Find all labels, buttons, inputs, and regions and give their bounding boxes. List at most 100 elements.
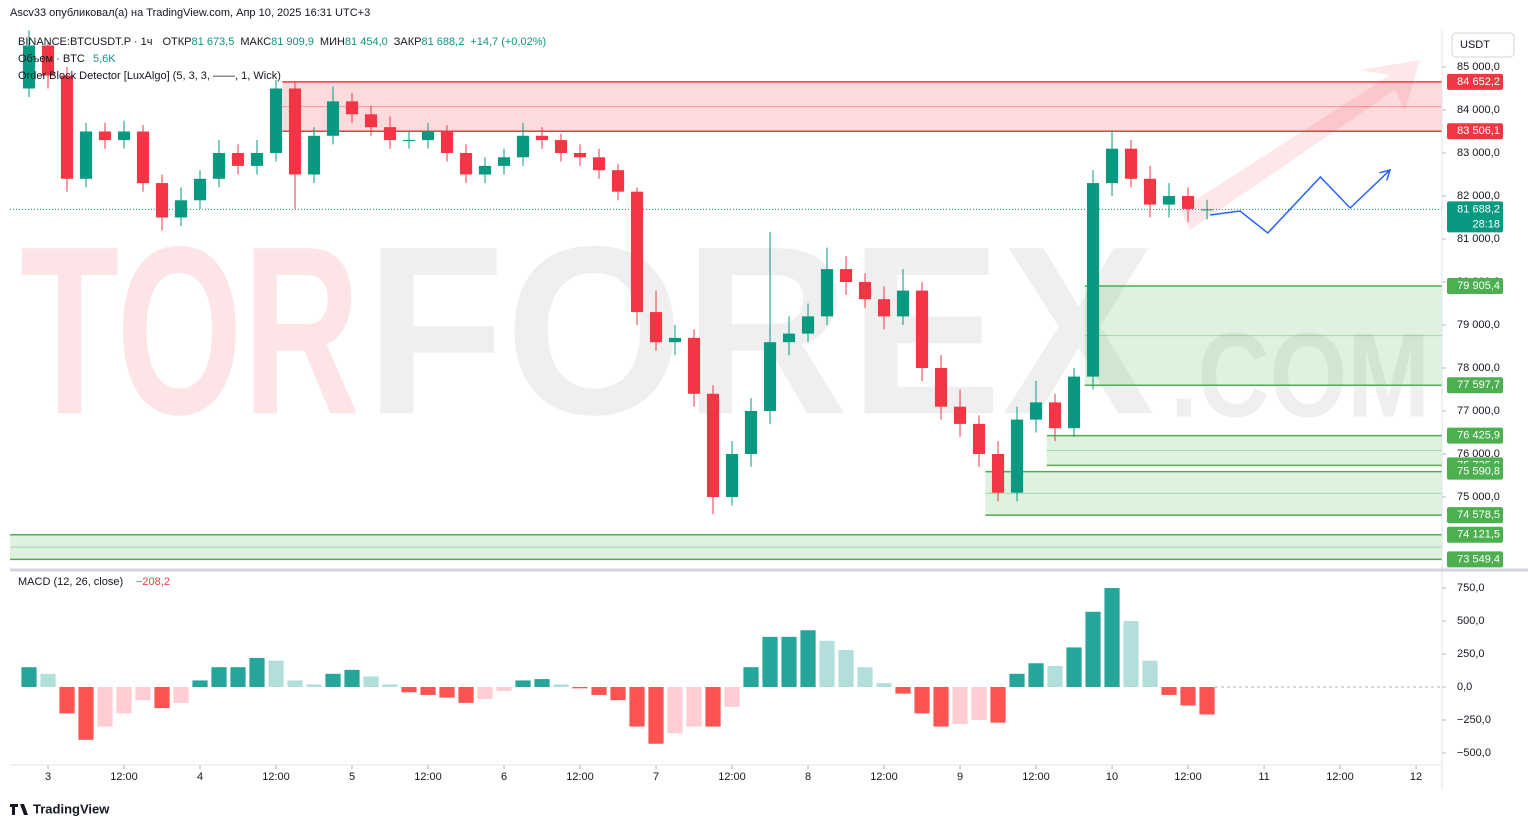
zone-label: 73 549,4 (1457, 553, 1500, 565)
candle-body (649, 312, 663, 343)
candle-body (1029, 402, 1043, 420)
zone-label: 83 506,1 (1457, 125, 1500, 137)
candle-body (60, 75, 74, 179)
macd-bar (420, 687, 436, 695)
candle-body (782, 333, 796, 343)
macd-bar (78, 687, 94, 740)
symbol: BINANCE:BTCUSDT.P · 1ч (18, 36, 153, 48)
x-tick-label: 5 (349, 771, 355, 783)
candle-body (1067, 376, 1081, 429)
macd-bar (363, 676, 379, 688)
macd-bar (192, 680, 208, 688)
watermark: TOR FOREX .COM (20, 60, 1430, 464)
macd-bar (439, 687, 455, 698)
candle-body (136, 131, 150, 184)
x-tick-label: 3 (45, 771, 51, 783)
candle-body (535, 135, 549, 141)
candle-body (725, 453, 739, 497)
candle-body (1048, 402, 1062, 429)
legend-label: МИН (320, 36, 345, 48)
currency[interactable]: USDT (1460, 39, 1490, 51)
order-block (985, 471, 1442, 516)
candle-body (421, 131, 435, 141)
macd-bar (230, 667, 246, 688)
countdown: 28:18 (1472, 218, 1500, 230)
y-tick-label: 85 000,0 (1457, 61, 1500, 73)
macd-bar (629, 687, 645, 727)
candle-body (877, 299, 891, 317)
currency-button[interactable] (1451, 32, 1515, 58)
macd-bar (705, 687, 721, 727)
y-tick-label: 750,0 (1457, 582, 1485, 594)
macd-bar (1047, 665, 1063, 688)
candle-body (41, 45, 55, 76)
macd-bar (895, 687, 911, 694)
candle-body (155, 183, 169, 218)
macd-title: MACD (12, 26, close) (18, 576, 123, 588)
candle-body (345, 101, 359, 115)
candle-body (1105, 148, 1119, 184)
candle-body (706, 393, 720, 497)
macd-bar (515, 680, 531, 688)
zone-label-bg (1447, 526, 1503, 543)
watermark-logo (1180, 60, 1420, 230)
candle-body (117, 131, 131, 141)
macd-value: −208,2 (136, 576, 170, 588)
order-block (282, 81, 1443, 132)
macd-bar (819, 640, 835, 688)
zone-label-bg (1447, 73, 1503, 90)
x-tick-label: 12:00 (110, 771, 138, 783)
macd-bar (534, 679, 550, 688)
macd-bar (686, 687, 702, 727)
zone-label-bg (1447, 278, 1503, 295)
candle-body (459, 152, 473, 175)
order-block (1046, 435, 1442, 466)
zone-label-bg (1447, 123, 1503, 140)
candle-body (554, 140, 568, 153)
x-tick-label: 12:00 (1326, 771, 1354, 783)
x-tick-label: 12:00 (1174, 771, 1202, 783)
macd-bar (1009, 673, 1025, 688)
x-tick-label: 12:00 (262, 771, 290, 783)
footer: TradingView (33, 801, 110, 816)
macd-bar (724, 687, 740, 707)
last-price-label: 81 688,2 (1457, 203, 1500, 215)
macd-bar (876, 683, 892, 688)
candle-body (953, 406, 967, 424)
candle-body (1086, 183, 1100, 377)
macd-bar (933, 687, 949, 727)
macd-bar (553, 684, 569, 688)
candle-body (896, 290, 910, 317)
candle-body (497, 157, 511, 166)
candle-body (668, 337, 682, 343)
macd-bar (496, 687, 512, 691)
legend-value: 81 688,2 (422, 36, 465, 48)
x-tick-label: 6 (501, 771, 507, 783)
macd-bar (800, 630, 816, 688)
y-tick-label: 82 000,0 (1457, 190, 1500, 202)
candle-body (1010, 419, 1024, 493)
macd-bar (287, 680, 303, 688)
x-tick-label: 7 (653, 771, 659, 783)
macd-bar (1028, 663, 1044, 688)
order-block (10, 534, 1442, 560)
macd-bar (591, 687, 607, 695)
candle-body (98, 131, 112, 141)
y-tick-label: 84 000,0 (1457, 104, 1500, 116)
macd-bar (838, 650, 854, 688)
candle-body (174, 200, 188, 218)
zone-label: 77 597,7 (1457, 379, 1500, 391)
macd-bar (1199, 687, 1215, 715)
macd-bar (667, 687, 683, 734)
x-tick-label: 12:00 (718, 771, 746, 783)
watermark-part: FOREX (365, 196, 1155, 464)
y-tick-label: 250,0 (1457, 648, 1485, 660)
macd-bar (857, 667, 873, 688)
watermark-part: TOR (20, 196, 360, 464)
candle-body (212, 152, 226, 179)
zone-label: 75 590,8 (1457, 465, 1500, 477)
macd-bar (1180, 687, 1196, 706)
candle-body (478, 165, 492, 175)
ohlc-legend: ОТКР 81 673,5 МАКС 81 909,9 МИН 81 454,0 ЗАКР 8… (163, 36, 547, 48)
